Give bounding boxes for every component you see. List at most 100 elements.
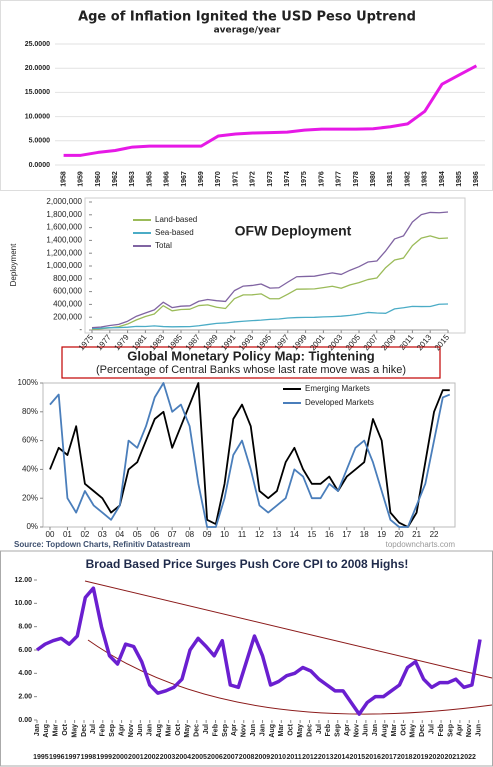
x-tick-label: Mar xyxy=(165,724,172,737)
x-tick-label: 20 xyxy=(395,530,404,539)
x-tick-label: Feb xyxy=(438,724,445,736)
x-tick-label: 07 xyxy=(168,530,177,539)
year-label: 2010 xyxy=(270,754,286,761)
year-label: 2004 xyxy=(176,754,192,761)
y-tick-label: 1,000,000 xyxy=(46,261,82,270)
series-line xyxy=(91,235,449,330)
x-tick-label: 1978 xyxy=(353,171,360,187)
year-label: 2012 xyxy=(302,754,318,761)
x-tick-label: May xyxy=(184,724,191,738)
y-tick-label: 100% xyxy=(18,378,38,387)
year-label: 2022 xyxy=(460,754,476,761)
x-tick-label: 02 xyxy=(80,530,89,539)
x-tick-label: 1973 xyxy=(267,171,274,187)
year-label: 1998 xyxy=(81,754,97,761)
series-line xyxy=(63,64,478,157)
year-label: 2007 xyxy=(223,754,239,761)
x-tick-label: 1986 xyxy=(473,171,480,187)
year-label: 2009 xyxy=(255,754,271,761)
year-label: 2001 xyxy=(128,754,144,761)
x-tick-label: 08 xyxy=(185,530,194,539)
source: Source: Topdown Charts, Refinitiv Datast… xyxy=(14,540,190,549)
x-tick-label: Oct xyxy=(288,723,295,735)
year-label: 2003 xyxy=(160,754,176,761)
x-tick-label: 17 xyxy=(342,530,351,539)
y-tick-label: 40% xyxy=(22,465,38,474)
x-tick-label: 04 xyxy=(115,530,124,539)
y-tick-label: 400,000 xyxy=(53,300,82,309)
trend-curve xyxy=(87,639,493,715)
x-tick-label: 1963 xyxy=(129,171,136,187)
x-tick-label: 01 xyxy=(63,530,72,539)
y-axis-label: Deployment xyxy=(9,243,18,286)
y-tick-label: 12.00 xyxy=(14,577,32,584)
chart-title: Broad Based Price Surges Push Core CPI t… xyxy=(86,557,409,571)
x-tick-label: 1965 xyxy=(146,171,153,187)
series-line xyxy=(49,382,450,528)
chart-title: Global Monetary Policy Map: Tightening xyxy=(127,348,375,363)
year-label: 1999 xyxy=(96,754,112,761)
legend-label: Sea-based xyxy=(155,228,194,237)
x-tick-label: 1980 xyxy=(370,171,377,187)
chart-title: OFW Deployment xyxy=(235,223,352,239)
trend-line xyxy=(84,580,493,679)
series-line xyxy=(35,586,482,716)
legend-label: Emerging Markets xyxy=(305,384,370,393)
year-label: 2018 xyxy=(397,754,413,761)
x-tick-label: 22 xyxy=(430,530,439,539)
x-tick-label: 1981 xyxy=(387,171,394,187)
x-tick-label: Oct xyxy=(62,723,69,735)
x-tick-label: 11 xyxy=(238,530,247,539)
x-tick-label: Nov xyxy=(353,724,360,737)
y-tick-label: 1,200,000 xyxy=(46,248,82,257)
x-tick-label: Dec xyxy=(306,724,313,737)
x-tick-label: Dec xyxy=(194,724,201,737)
y-tick-label: 20% xyxy=(22,493,38,502)
y-tick-label: 1,600,000 xyxy=(46,223,82,232)
x-tick-label: 1958 xyxy=(60,171,67,187)
y-tick-label: 25.0000 xyxy=(25,41,50,48)
series-line xyxy=(91,211,449,329)
x-tick-label: Dec xyxy=(419,724,426,737)
y-tick-label: 10.00 xyxy=(14,600,32,607)
chart-frame xyxy=(84,197,466,334)
year-label: 2005 xyxy=(191,754,207,761)
x-tick-label: Sep xyxy=(109,724,116,737)
x-tick-label: 09 xyxy=(203,530,212,539)
x-tick-label: 1982 xyxy=(404,171,411,187)
y-tick-label: 1,800,000 xyxy=(46,210,82,219)
legend-label: Total xyxy=(155,241,172,250)
x-tick-label: Jun xyxy=(250,724,257,736)
x-tick-label: Jun xyxy=(363,724,370,736)
watermark: topdowncharts.com xyxy=(386,540,456,549)
x-tick-label: Feb xyxy=(100,724,107,736)
x-tick-label: 1974 xyxy=(284,171,291,187)
x-tick-label: 1970 xyxy=(215,171,222,187)
year-label: 2014 xyxy=(334,754,350,761)
x-tick-label: Apr xyxy=(344,724,351,736)
x-tick-label: 19 xyxy=(377,530,386,539)
x-tick-label: Feb xyxy=(212,724,219,736)
year-label: 1996 xyxy=(49,754,65,761)
x-tick-label: Aug xyxy=(43,724,50,738)
title-box xyxy=(61,346,441,379)
year-label: 2021 xyxy=(444,754,460,761)
x-tick-label: Jan xyxy=(34,724,41,736)
year-label: 2016 xyxy=(365,754,381,761)
year-label: 2000 xyxy=(112,754,128,761)
y-tick-label: 80% xyxy=(22,407,38,416)
x-tick-label: Jun xyxy=(137,724,144,736)
x-tick-label: 1966 xyxy=(164,171,171,187)
year-label: 2017 xyxy=(381,754,397,761)
x-tick-label: 1962 xyxy=(112,171,119,187)
year-label: 2013 xyxy=(318,754,334,761)
series-line xyxy=(91,303,449,330)
x-tick-label: 03 xyxy=(98,530,107,539)
x-tick-label: Jun xyxy=(476,724,483,736)
chart-subtitle: (Percentage of Central Banks whose last … xyxy=(96,364,406,376)
x-tick-label: 1969 xyxy=(198,171,205,187)
y-tick-label: 15.0000 xyxy=(25,89,50,96)
x-tick-label: 1960 xyxy=(95,171,102,187)
x-tick-label: Apr xyxy=(118,724,125,736)
year-label: 2008 xyxy=(239,754,255,761)
